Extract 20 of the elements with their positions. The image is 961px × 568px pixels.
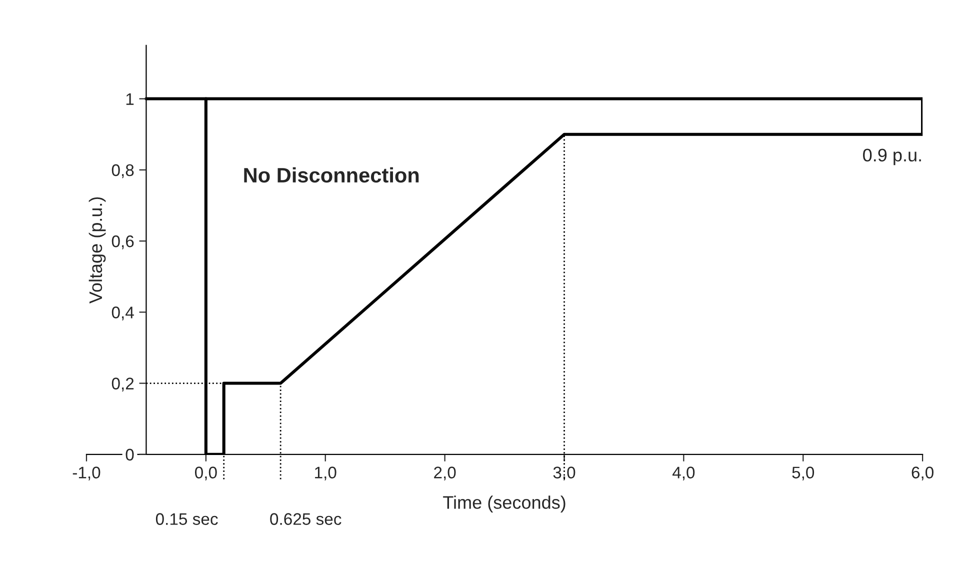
annotation: 0.9 p.u. [863,148,921,166]
ref-line-label: 0.15 sec [156,513,218,525]
ref-line-label: 0.625 sec [270,513,342,525]
x-axis-title: Time (seconds) [443,496,566,512]
x-tick-label: 2,0 [434,466,456,480]
y-axis-title: Voltage (p.u.) [88,197,106,304]
x-tick-label: 1,0 [315,466,336,480]
annotation: No Disconnection [244,167,419,183]
y-tick-label: 0 [126,448,134,461]
y-tick-label: 0,8 [112,164,134,178]
y-tick-label: 0,6 [112,235,134,250]
y-tick-label: 0,2 [112,378,134,392]
x-tick-label: -1,0 [72,466,100,480]
x-tick-label: 0,0 [194,466,217,480]
x-tick-label: 5,0 [792,466,814,480]
x-tick-label: 6,0 [912,466,934,480]
y-tick-label: 0,4 [112,306,134,320]
y-tick-label: 1 [126,93,134,105]
x-tick-label: 3,0 [553,466,576,480]
x-tick-label: 4,0 [672,466,695,480]
